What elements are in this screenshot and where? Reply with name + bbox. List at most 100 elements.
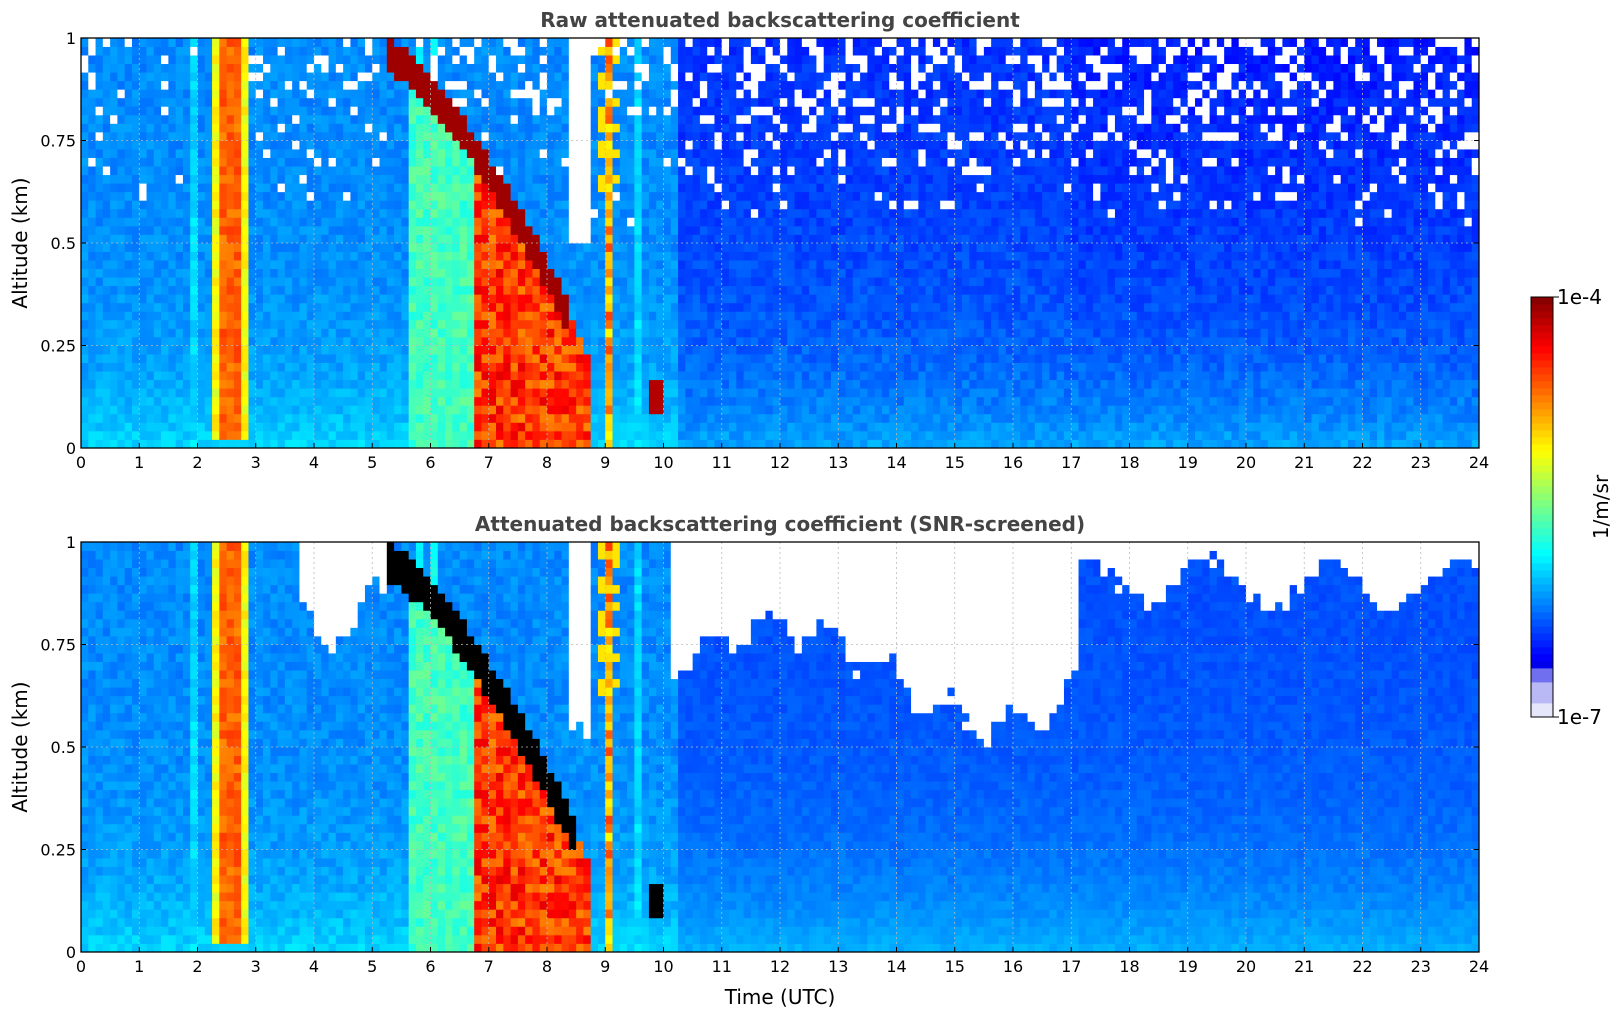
heatmap-cell [627,422,635,432]
heatmap-cell [175,260,184,270]
heatmap-cell [619,260,628,270]
heatmap-cell [525,302,533,312]
heatmap-cell [641,260,650,270]
heatmap-cell [110,362,118,372]
heatmap-cell [124,336,133,346]
heatmap-cell [809,268,817,278]
heatmap-cell [612,277,621,287]
heatmap-cell [816,260,825,270]
heatmap-cell [445,55,453,65]
heatmap-cell [212,439,220,449]
heatmap-cell [641,302,650,312]
heatmap-cell [590,131,599,141]
heatmap-cell [88,268,96,278]
heatmap-cell [816,106,825,116]
heatmap-cell [699,413,708,423]
heatmap-cell [124,439,133,449]
heatmap-cell [590,225,599,235]
heatmap-cell [241,123,249,133]
heatmap-cell [401,379,410,389]
heatmap-cell [415,97,424,107]
heatmap-cell [576,379,584,389]
heatmap-cell [401,422,410,432]
heatmap-cell [386,422,395,432]
heatmap-cell [219,55,228,65]
heatmap-cell [743,174,752,184]
heatmap-cell [314,38,322,47]
heatmap-cell [124,311,133,321]
heatmap-cell [503,354,511,363]
heatmap-cell [306,251,315,261]
heatmap-cell [430,166,439,176]
heatmap-cell [612,285,621,295]
heatmap-cell [190,140,198,150]
heatmap-cell [561,336,570,346]
heatmap-cell [838,422,846,432]
heatmap-cell [780,260,788,270]
heatmap-cell [248,106,257,116]
heatmap-cell [343,114,351,124]
heatmap-cell [321,285,329,295]
heatmap-cell [627,430,635,440]
heatmap-cell [415,243,424,252]
heatmap-cell [496,46,504,56]
heatmap-cell [794,396,803,406]
heatmap-cell [496,55,504,65]
heatmap-cell [430,319,439,329]
heatmap-cell [809,80,817,90]
heatmap-cell [212,268,220,278]
heatmap-cell [379,38,388,47]
heatmap-cell [619,371,628,381]
heatmap-cell [765,106,774,116]
heatmap-cell [525,413,533,423]
heatmap-cell [255,208,264,218]
heatmap-cell [386,217,395,227]
heatmap-cell [590,157,599,167]
heatmap-cell [328,183,337,193]
heatmap-cell [343,260,351,270]
heatmap-cell [619,225,628,235]
heatmap-cell [823,405,832,415]
heatmap-cell [510,106,519,116]
heatmap-cell [408,166,417,176]
heatmap-cell [124,89,133,99]
heatmap-cell [576,260,584,270]
heatmap-cell [204,46,213,56]
heatmap-cell [219,166,228,176]
heatmap-cell [190,72,198,82]
heatmap-cell [277,396,286,406]
heatmap-cell [153,183,162,193]
heatmap-cell [182,371,191,381]
heatmap-cell [612,72,621,82]
heatmap-cell [372,225,380,235]
heatmap-cell [357,328,366,338]
heatmap-cell [830,430,839,440]
heatmap-cell [117,405,126,415]
heatmap-cell [539,336,548,346]
heatmap-cell [743,336,752,346]
heatmap-cell [88,225,96,235]
heatmap-cell [656,285,664,295]
heatmap-cell [175,302,184,312]
heatmap-cell [263,345,271,355]
heatmap-cell [314,371,322,381]
heatmap-cell [394,336,402,346]
heatmap-cell [284,243,293,252]
heatmap-cell [408,97,417,107]
heatmap-cell [284,225,293,235]
heatmap-cell [182,422,191,432]
heatmap-cell [488,405,497,415]
heatmap-cell [605,405,613,415]
heatmap-cell [750,80,759,90]
heatmap-cell [146,311,155,321]
heatmap-cell [81,123,89,133]
heatmap-cell [204,328,213,338]
heatmap-cell [648,80,657,90]
heatmap-cell [95,234,104,244]
heatmap-cell [699,89,708,99]
heatmap-cell [758,439,766,449]
heatmap-cell [801,388,810,398]
heatmap-cell [816,208,825,218]
heatmap-cell [605,268,613,278]
heatmap-cell [277,277,286,287]
